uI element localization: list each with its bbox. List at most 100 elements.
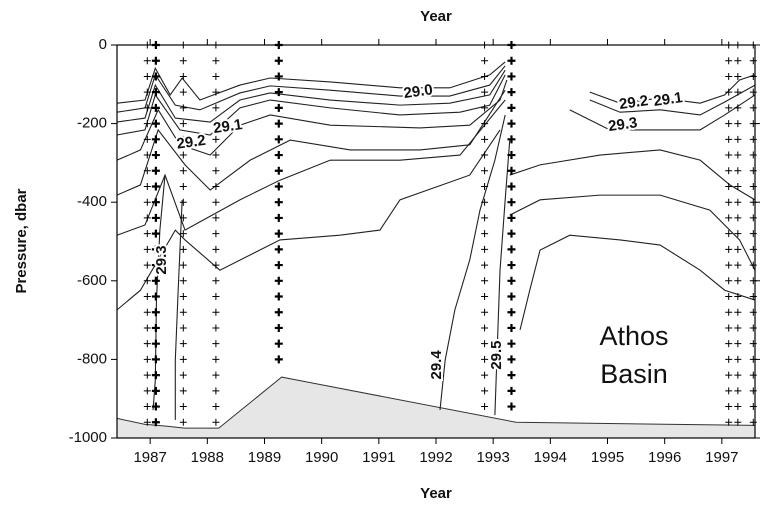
sample-marker [212, 230, 220, 238]
sample-marker [725, 324, 733, 332]
sample-marker [481, 151, 489, 159]
sample-marker [725, 293, 733, 301]
sample-marker [179, 418, 187, 426]
contour-line [439, 114, 506, 411]
sample-marker [179, 120, 187, 128]
sample-marker [274, 323, 283, 332]
sample-marker [507, 245, 516, 254]
y-tick-label: -1000 [69, 429, 107, 446]
sample-marker [212, 245, 220, 253]
sample-marker [481, 261, 489, 269]
sample-marker [749, 104, 757, 112]
sample-marker [151, 355, 160, 364]
sample-marker [212, 167, 220, 175]
sample-marker [212, 182, 220, 190]
sample-marker [179, 57, 187, 65]
sample-marker [507, 261, 516, 270]
contour-label: 29.4 [428, 350, 445, 380]
x-tick-label: 1989 [248, 449, 281, 466]
sample-marker [749, 230, 757, 238]
sample-marker [151, 198, 160, 207]
sample-marker [179, 355, 187, 363]
contour-label: 29.3 [153, 245, 170, 274]
sample-marker [725, 135, 733, 143]
sample-marker [507, 88, 516, 97]
sample-marker [151, 386, 160, 395]
contour-label: 29.2 [618, 92, 649, 113]
sample-marker [734, 340, 742, 348]
sample-marker [179, 387, 187, 395]
sample-marker [212, 57, 220, 65]
sample-marker [481, 88, 489, 96]
x-tick-label: 1990 [305, 449, 338, 466]
sample-marker [734, 120, 742, 128]
sample-marker [481, 135, 489, 143]
sample-marker [151, 103, 160, 112]
sample-marker [143, 120, 151, 128]
sample-marker [481, 371, 489, 379]
x-tick-label: 1994 [534, 449, 567, 466]
sample-marker [725, 57, 733, 65]
contour-label: 29.1 [212, 116, 243, 137]
contour-line [494, 140, 511, 416]
sample-marker [749, 151, 757, 159]
sample-marker [725, 403, 733, 411]
contour-line [116, 65, 506, 113]
sample-marker [734, 371, 742, 379]
sample-marker [179, 261, 187, 269]
sample-marker [481, 245, 489, 253]
sample-marker [725, 214, 733, 222]
sample-marker [179, 88, 187, 96]
contour-line [509, 194, 756, 271]
contour-label: 29.5 [488, 340, 505, 369]
sample-marker [749, 88, 757, 96]
sample-marker [274, 261, 283, 270]
sample-marker [143, 135, 151, 143]
sample-marker [212, 371, 220, 379]
sample-marker [749, 245, 757, 253]
sample-marker [749, 182, 757, 190]
sample-marker [143, 355, 151, 363]
sample-marker [725, 182, 733, 190]
sample-marker [212, 104, 220, 112]
sample-marker [481, 355, 489, 363]
sample-marker [481, 182, 489, 190]
sample-marker [151, 56, 160, 65]
sample-marker [143, 261, 151, 269]
sample-marker [143, 387, 151, 395]
sample-marker [507, 355, 516, 364]
sample-marker [143, 214, 151, 222]
sample-marker [481, 120, 489, 128]
y-tick-label: -600 [77, 272, 107, 289]
sample-marker [212, 151, 220, 159]
sample-marker [179, 104, 187, 112]
sample-marker [725, 340, 733, 348]
sample-marker [179, 277, 187, 285]
sample-marker [179, 245, 187, 253]
sample-marker [481, 340, 489, 348]
sample-marker [734, 198, 742, 206]
sample-marker [725, 167, 733, 175]
sample-marker [507, 119, 516, 128]
contour-line [569, 94, 756, 131]
sample-marker [143, 403, 151, 411]
sample-marker [507, 276, 516, 285]
sample-marker [179, 230, 187, 238]
x-tick-label: 1996 [648, 449, 681, 466]
sample-marker [179, 151, 187, 159]
sample-marker [749, 293, 757, 301]
sample-marker [151, 166, 160, 175]
sample-marker [507, 386, 516, 395]
sample-marker [212, 198, 220, 206]
sample-marker [274, 135, 283, 144]
sample-marker [151, 261, 160, 270]
sample-marker [749, 214, 757, 222]
sample-marker [749, 57, 757, 65]
contour-line [589, 74, 756, 104]
sample-marker [143, 151, 151, 159]
sample-marker [749, 387, 757, 395]
sample-marker [212, 135, 220, 143]
sample-marker [212, 355, 220, 363]
sample-marker [507, 198, 516, 207]
sample-marker [507, 166, 516, 175]
